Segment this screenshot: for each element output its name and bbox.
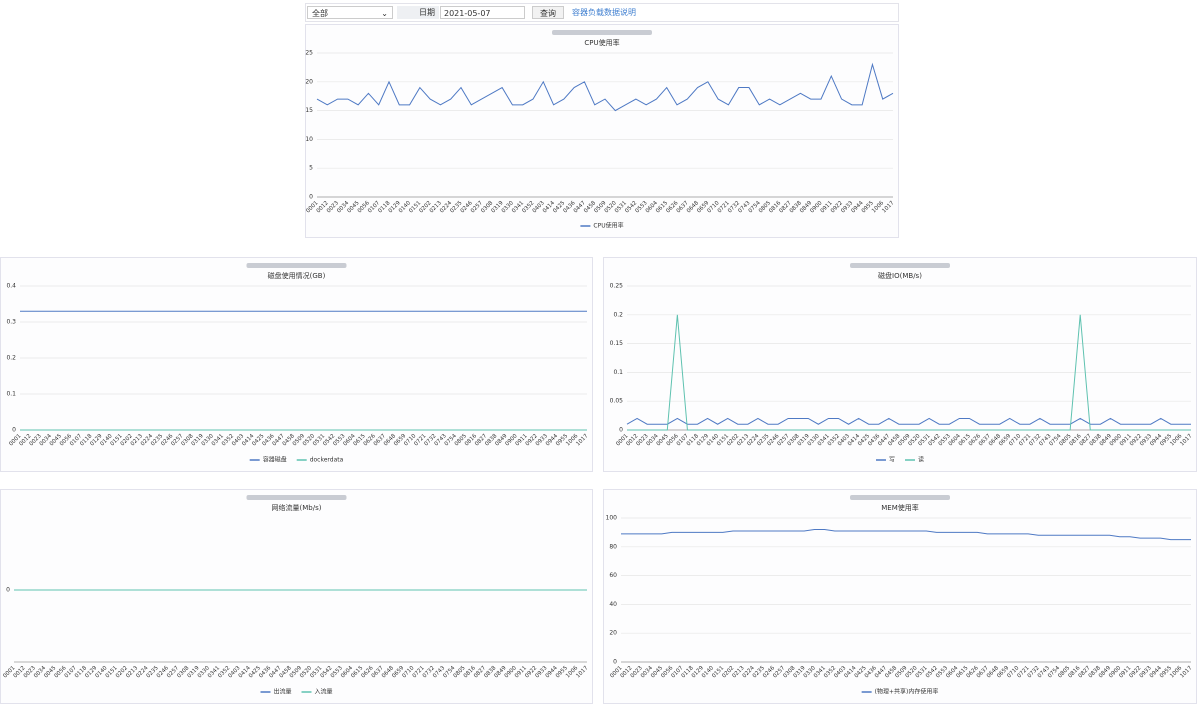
y-tick-label: 100: [606, 515, 618, 522]
panel: [0, 489, 593, 704]
y-tick-label: 25: [305, 50, 313, 57]
blurred-host: [850, 263, 950, 268]
y-tick-label: 0.2: [6, 355, 16, 362]
blurred-host: [552, 30, 652, 35]
legend-label: (物理+共享)内存使用率: [875, 688, 939, 696]
query-button[interactable]: 查询: [532, 6, 564, 19]
y-tick-label: 10: [305, 136, 313, 143]
y-tick-label: 40: [609, 601, 617, 608]
y-tick-label: 15: [305, 107, 313, 114]
chart-title: 磁盘使用情况(GB): [268, 271, 326, 280]
chart-title: 网络流量(Mb/s): [272, 503, 322, 512]
y-tick-label: 0.2: [613, 311, 623, 318]
legend-label: 出流量: [273, 688, 291, 696]
y-tick-label: 0.15: [610, 340, 624, 347]
series-line: [621, 529, 1191, 541]
legend-label: 入流量: [315, 688, 333, 696]
y-tick-label: 0.1: [6, 391, 16, 398]
help-link[interactable]: 容器负载数据说明: [572, 8, 636, 17]
legend-label: 写: [889, 457, 895, 464]
panel: [305, 24, 899, 238]
blurred-host: [246, 263, 347, 268]
series-line: [626, 417, 1191, 425]
legend: CPU使用率: [580, 222, 624, 230]
legend-label: dockerdata: [310, 457, 344, 464]
y-tick-label: 0.3: [6, 319, 16, 326]
y-tick-label: 80: [609, 543, 617, 550]
y-tick-label: 20: [305, 78, 313, 85]
select-text: 全部: [312, 9, 328, 18]
y-tick-label: 0: [309, 194, 313, 201]
y-tick-label: 0: [12, 427, 16, 434]
chart-title: 磁盘IO(MB/s): [878, 271, 922, 280]
y-tick-label: 20: [609, 630, 617, 637]
chart-title: CPU使用率: [584, 38, 619, 47]
y-tick-label: 0: [619, 427, 623, 434]
legend-label: CPU使用率: [593, 222, 623, 230]
select[interactable]: 全部 ⌄: [307, 6, 393, 19]
y-tick-label: 0.05: [610, 398, 624, 405]
y-tick-label: 0: [613, 659, 617, 666]
y-tick-label: 60: [609, 572, 617, 579]
chart-title: MEM使用率: [881, 503, 919, 512]
legend: (物理+共享)内存使用率: [861, 688, 939, 696]
legend-label: 容器磁盘: [263, 456, 287, 464]
panel: [603, 489, 1197, 704]
legend-label: 读: [918, 456, 924, 464]
date-input[interactable]: 2021-05-07: [440, 6, 525, 19]
y-tick-label: 0: [6, 587, 10, 594]
series-line: [627, 314, 1191, 431]
y-tick-label: 0.1: [613, 369, 623, 376]
date-label: 日期: [397, 6, 439, 19]
caret: ⌄: [381, 9, 388, 18]
y-tick-label: 5: [309, 165, 313, 172]
series-line: [316, 62, 894, 112]
panel: [0, 257, 593, 472]
legend: 写读: [875, 456, 924, 464]
blurred-host: [850, 495, 950, 500]
y-tick-label: 0.25: [610, 283, 624, 290]
y-tick-label: 0.4: [6, 283, 16, 290]
legend: 容器磁盘 dockerdata: [249, 456, 344, 464]
blurred-host: [246, 495, 347, 500]
toolbar: 全部 ⌄ 日期 2021-05-07 查询 容器负载数据说明: [305, 3, 899, 22]
panel: [603, 257, 1197, 472]
legend: 出流量 入流量: [260, 688, 333, 696]
